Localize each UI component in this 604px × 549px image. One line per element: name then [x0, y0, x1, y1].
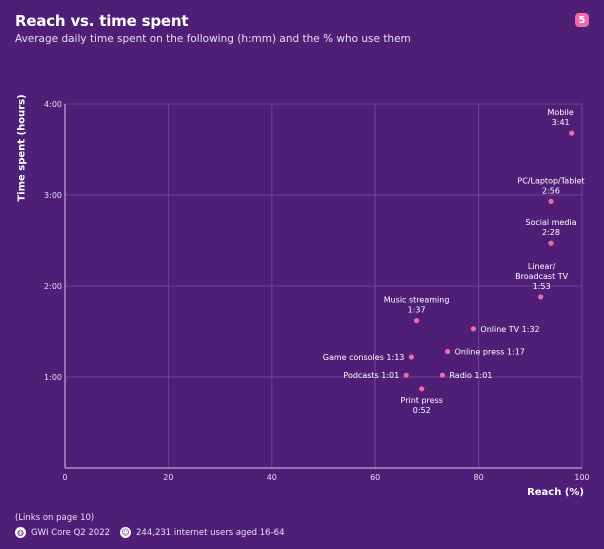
point-online-press: [444, 348, 451, 355]
x-tick-label: 20: [163, 473, 173, 482]
y-tick-label: 2:00: [44, 282, 62, 291]
page-number-badge: 5: [575, 13, 589, 27]
point-online-tv: [470, 326, 477, 332]
chart-subtitle: Average daily time spent on the followin…: [15, 33, 411, 45]
point-label-music-streaming: Music streaming 1:37: [384, 296, 450, 315]
point-print-press: [419, 386, 425, 392]
point-linear-broadcast-tv: [538, 294, 544, 300]
point-podcasts: [403, 372, 409, 378]
point-label-mobile: Mobile 3:41: [548, 108, 574, 127]
point-social-media: [548, 240, 554, 246]
x-tick-label: 0: [62, 473, 67, 482]
x-tick-label: 100: [574, 473, 589, 482]
point-music-streaming: [413, 317, 420, 324]
globe-icon: ◍: [15, 527, 26, 538]
point-label-online-press: Online press 1:17: [455, 348, 525, 357]
point-label-social-media: Social media 2:28: [525, 218, 576, 237]
footer-source-row: ◍ GWI Core Q2 2022 ☺ 244,231 internet us…: [15, 527, 284, 538]
point-radio: [439, 372, 446, 378]
x-tick-label: 60: [370, 473, 380, 482]
source-text: GWI Core Q2 2022: [31, 527, 111, 538]
point-label-pc-laptop-tablet: PC/Laptop/Tablet 2:56: [517, 176, 584, 195]
point-label-linear-broadcast-tv: Linear/Broadcast TV 1:53: [515, 262, 569, 291]
point-label-online-tv: Online TV 1:32: [480, 325, 539, 334]
x-tick-label: 80: [474, 473, 484, 482]
point-label-game-consoles: Game consoles 1:13: [323, 353, 405, 362]
point-game-consoles: [408, 354, 414, 360]
people-icon: ☺: [120, 527, 132, 538]
sample-text: 244,231 internet users aged 16-64: [136, 527, 285, 538]
point-label-radio: Radio 1:01: [449, 371, 492, 380]
y-tick-label: 1:00: [44, 373, 62, 382]
x-axis-label: Reach (%): [527, 487, 584, 498]
point-pc-laptop-tablet: [548, 198, 554, 204]
point-label-podcasts: Podcasts 1:01: [343, 371, 399, 380]
y-tick-label: 3:00: [44, 191, 62, 200]
links-note[interactable]: (Links on page 10): [15, 513, 95, 523]
chart-title: Reach vs. time spent: [15, 12, 189, 30]
y-tick-label: 4:00: [44, 100, 62, 109]
point-label-print-press: Print press 0:52: [401, 396, 443, 415]
point-mobile: [569, 130, 575, 136]
x-tick-label: 40: [267, 473, 277, 482]
y-axis-label: Time spent (hours): [16, 94, 28, 202]
